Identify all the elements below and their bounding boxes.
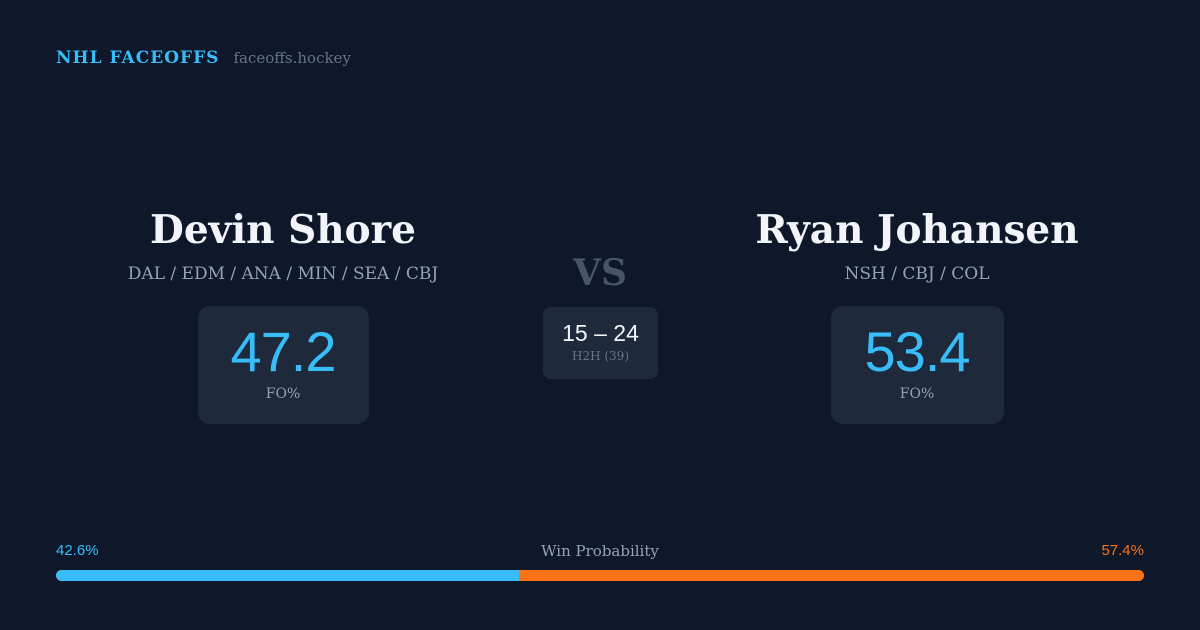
win-probability-right-value: 57.4%: [1101, 542, 1144, 559]
win-probability-bar: [56, 570, 1144, 581]
head-to-head-score: 15 – 24: [562, 320, 639, 346]
player-right-name: Ryan Johansen: [755, 207, 1079, 253]
win-probability-labels: 42.6% Win Probability 57.4%: [56, 542, 1144, 564]
win-probability-bar-left: [56, 570, 520, 581]
player-left-panel: Devin Shore DAL / EDM / ANA / MIN / SEA …: [63, 202, 503, 424]
head-to-head-card: 15 – 24 H2H (39): [543, 307, 658, 379]
player-left-stat-card: 47.2 FO%: [197, 306, 369, 424]
player-left-name: Devin Shore: [150, 207, 416, 253]
win-probability-title: Win Probability: [541, 542, 659, 560]
player-right-teams: NSH / CBJ / COL: [844, 264, 990, 284]
vs-label: VS: [573, 252, 627, 294]
brand-name: NHL FACEOFFS: [56, 48, 220, 68]
brand-header: NHL FACEOFFS faceoffs.hockey: [56, 48, 351, 68]
brand-domain: faceoffs.hockey: [233, 49, 351, 67]
player-right-panel: Ryan Johansen NSH / CBJ / COL 53.4 FO%: [697, 202, 1137, 424]
player-right-stat-card: 53.4 FO%: [830, 306, 1004, 424]
player-left-faceoff-percentage: 47.2: [230, 320, 337, 383]
player-left-teams: DAL / EDM / ANA / MIN / SEA / CBJ: [127, 264, 439, 284]
win-probability-bar-right: [519, 570, 1144, 581]
player-left-stat-label: FO%: [265, 386, 301, 402]
win-probability-left-value: 42.6%: [56, 542, 99, 559]
head-to-head-label: H2H (39): [571, 349, 629, 363]
player-right-faceoff-percentage: 53.4: [864, 320, 971, 383]
player-right-stat-label: FO%: [899, 386, 935, 402]
